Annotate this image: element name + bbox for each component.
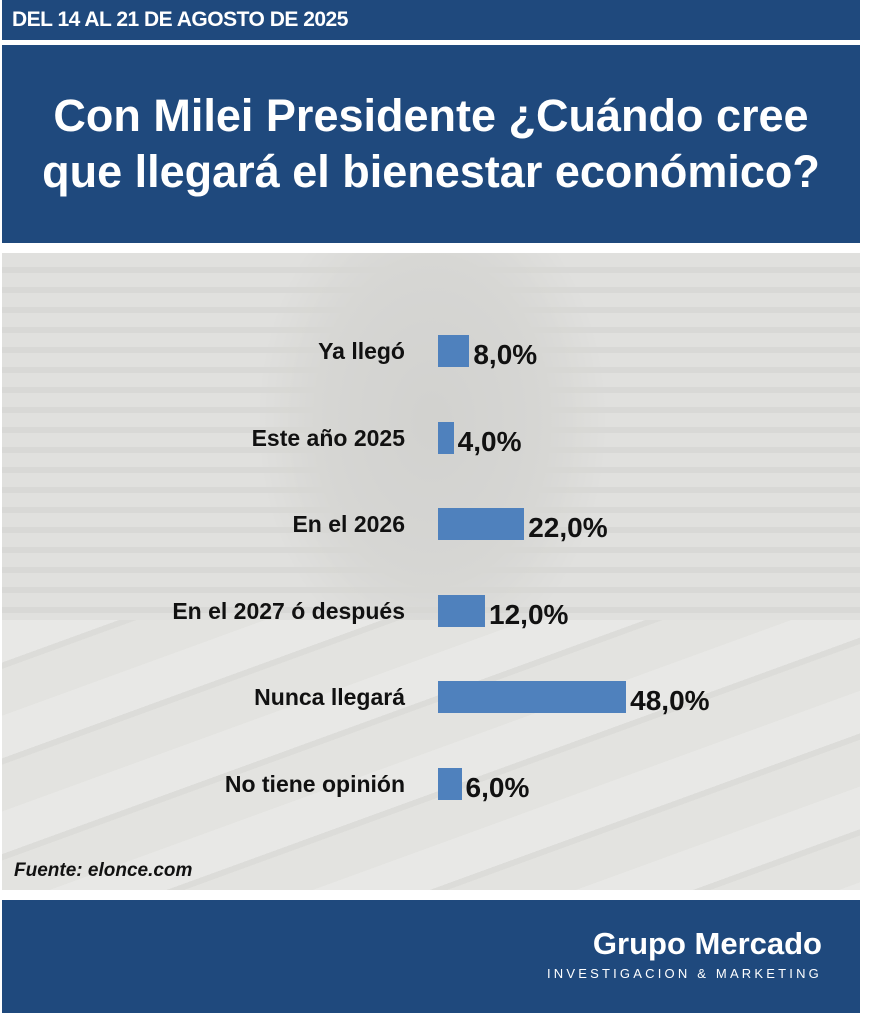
chart-area: Ya llegó 8,0% Este año 2025 4,0% En el 202… bbox=[2, 253, 860, 890]
category-label: Ya llegó bbox=[318, 338, 405, 364]
category-label: En el 2027 ó después bbox=[172, 597, 405, 624]
date-range-banner: DEL 14 AL 21 DE AGOSTO DE 2025 bbox=[2, 0, 860, 40]
background-photo-money bbox=[2, 620, 860, 890]
bar bbox=[438, 335, 470, 367]
background-photo-figure bbox=[252, 253, 612, 673]
bar bbox=[438, 421, 454, 454]
value-label: 12,0% bbox=[489, 598, 569, 630]
value-label: 22,0% bbox=[528, 512, 608, 544]
brand-logo: Grupo Mercado bbox=[592, 926, 822, 961]
brand-tagline: INVESTIGACION & MARKETING bbox=[546, 966, 822, 981]
value-label: 8,0% bbox=[473, 339, 538, 370]
bar-row: No tiene opinión 6,0% bbox=[2, 764, 860, 804]
bar-row: Nunca llegará 48,0% bbox=[2, 677, 860, 717]
category-label: Nunca llegará bbox=[254, 684, 405, 711]
footer-banner: Grupo Mercado INVESTIGACION & MARKETING bbox=[2, 900, 860, 1013]
bar bbox=[438, 508, 525, 541]
value-label: 48,0% bbox=[630, 685, 710, 717]
bar bbox=[438, 681, 627, 714]
bar-row: Ya llegó 8,0% bbox=[2, 331, 860, 371]
value-label: 6,0% bbox=[465, 772, 530, 803]
category-label: En el 2026 bbox=[292, 511, 405, 538]
bar-row: En el 2026 22,0% bbox=[2, 504, 860, 544]
source-note: Fuente: elonce.com bbox=[14, 860, 193, 881]
bar bbox=[438, 594, 486, 627]
chart-title: Con Milei Presidente ¿Cuándo cree que ll… bbox=[2, 45, 860, 243]
bar bbox=[438, 768, 462, 800]
category-label: No tiene opinión bbox=[224, 771, 405, 797]
value-label: 4,0% bbox=[457, 425, 522, 457]
bar-row: Este año 2025 4,0% bbox=[2, 418, 860, 458]
bar-row: En el 2027 ó después 12,0% bbox=[2, 591, 860, 631]
category-label: Este año 2025 bbox=[251, 424, 405, 451]
